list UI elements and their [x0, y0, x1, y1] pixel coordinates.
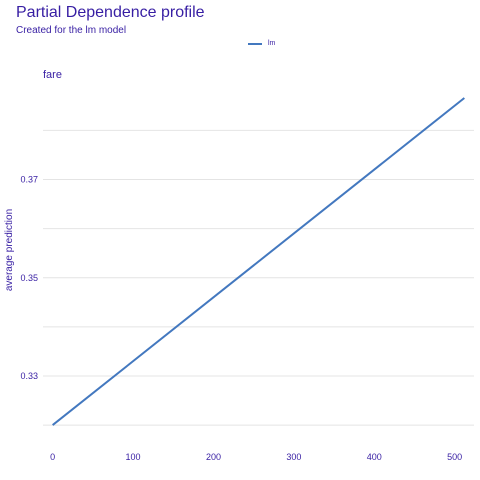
y-tick-label: 0.35 — [20, 273, 38, 283]
legend-swatch-lm — [248, 42, 262, 45]
chart-title: Partial Dependence profile — [16, 4, 205, 21]
x-tick-labels: 0 100 200 300 400 500 — [50, 452, 462, 462]
x-tick-label: 400 — [367, 452, 382, 462]
chart-subtitle: Created for the lm model — [16, 25, 127, 36]
y-tick-labels: 0.33 0.35 0.37 — [20, 175, 38, 381]
series-layer — [52, 97, 465, 426]
x-tick-label: 0 — [50, 452, 55, 462]
y-tick-label: 0.33 — [20, 371, 38, 381]
y-tick-label: 0.37 — [20, 175, 38, 185]
legend-label-lm: lm — [268, 40, 276, 47]
panel-title: fare — [43, 69, 62, 81]
x-tick-label: 500 — [447, 452, 462, 462]
series-line-lm — [52, 97, 465, 426]
x-tick-label: 200 — [206, 452, 221, 462]
x-tick-label: 100 — [126, 452, 141, 462]
legend: lm — [248, 40, 275, 47]
x-tick-label: 300 — [286, 452, 301, 462]
y-axis-label: average prediction — [4, 209, 15, 291]
